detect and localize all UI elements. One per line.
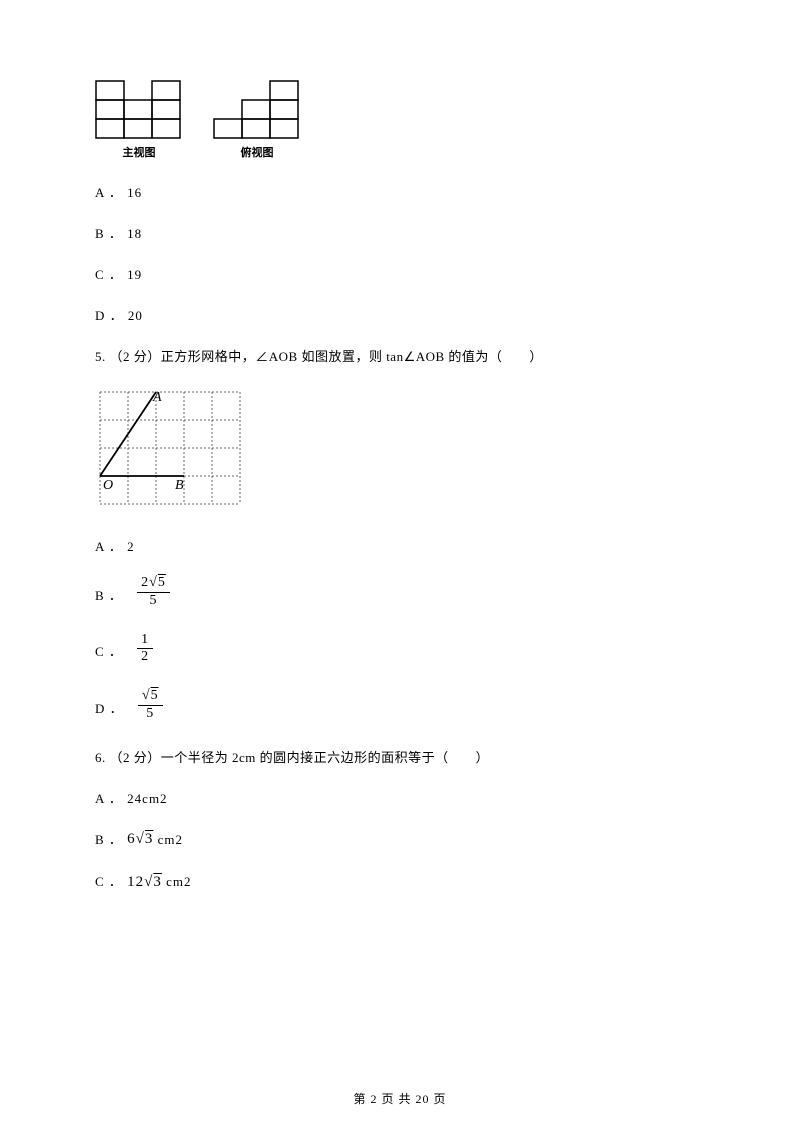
q4-option-a: A ． 16 [95,182,705,201]
top-view-block: 俯视图 [213,80,301,160]
q4-b-val: 18 [127,226,142,241]
q4-option-d: D ． 20 [95,305,705,324]
q5-label-b: B [175,478,184,493]
top-view-svg [213,80,301,140]
q4-option-b: B ． 18 [95,223,705,242]
q6-stem: 6. （2 分）一个半径为 2cm 的圆内接正六边形的面积等于（ ） [95,747,705,766]
q5-d-frac: √5 5 [138,688,163,723]
q6-b-unit: cm2 [158,832,183,847]
q5-option-c: C ． 1 2 [95,634,705,669]
q5-option-b: B ． 2√5 5 [95,577,705,612]
q4-c-val: 19 [127,267,142,282]
q4-a-val: 16 [127,185,142,200]
q4-option-c: C ． 19 [95,264,705,283]
q5-option-a: A ． 2 [95,536,705,555]
q6-c-math: 12√3 [127,874,162,891]
page-footer: 第 2 页 共 20 页 [0,1090,800,1107]
top-view-label: 俯视图 [241,144,274,160]
front-view-label: 主视图 [123,144,156,160]
q5-grid-svg: A O B [95,387,245,509]
front-view-svg [95,80,183,140]
q6-c-unit: cm2 [166,874,191,889]
q5-c-frac: 1 2 [137,632,153,667]
q6-option-c: C ． 12√3 cm2 [95,871,705,892]
q5-figure: A O B [95,387,705,514]
q6-a-val: 24cm2 [127,791,167,806]
q5-stem: 5. （2 分）正方形网格中，∠AOB 如图放置，则 tan∠AOB 的值为（ … [95,346,705,365]
q5-a-val: 2 [127,539,135,554]
q4-d-val: 20 [128,308,143,323]
q6-option-a: A ． 24cm2 [95,788,705,807]
q5-label-a: A [152,390,162,405]
q5-label-o: O [103,478,113,493]
views-row: 主视图 俯视图 [95,80,705,160]
q5-b-frac: 2√5 5 [137,575,170,610]
q6-b-math: 6√3 [127,831,153,848]
q5-option-d: D ． √5 5 [95,690,705,725]
front-view-block: 主视图 [95,80,183,160]
q6-option-b: B ． 6√3 cm2 [95,829,705,850]
